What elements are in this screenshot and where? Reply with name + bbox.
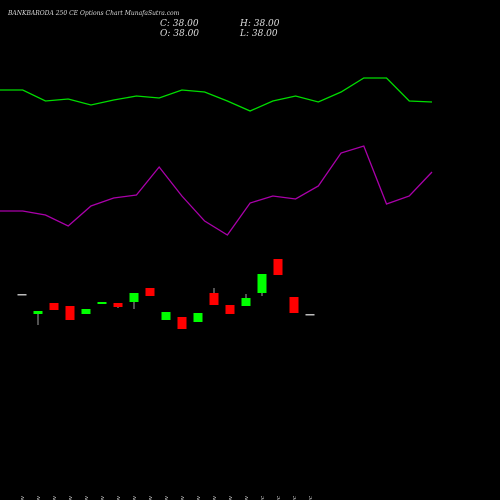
stat: O: 38.00 [160,29,199,39]
x-tick-label: 26 Nov [212,495,218,500]
x-tick-label: 11 Nov [36,495,42,500]
indicator-line [0,145,433,236]
indicator-line [0,77,433,112]
x-tick-label: 24 Nov [180,495,186,500]
chart-title: BANKBARODA 250 CE Options Chart MunafaSu… [7,10,180,17]
x-tick-label: 20 Nov [148,495,154,500]
x-tick-label: 25 Nov [196,495,202,500]
stat: H: 38.00 [239,19,280,29]
candle-body [97,302,107,304]
x-tick-label: 04 Dec [308,496,314,500]
candle-body [65,306,75,320]
candle-body [209,293,219,305]
x-tick-label: 14 Nov [84,495,90,500]
x-tick-label: 01 Dec [260,496,266,500]
candle-body [113,303,123,307]
x-tick-label: 02 Dec [276,496,282,500]
stat: L: 38.00 [239,29,278,39]
candle-body [129,293,139,302]
stat: C: 38.00 [160,19,199,29]
candle-body [305,314,315,316]
candle-body [17,294,27,296]
candle-body [289,297,299,313]
x-tick-label: 28 Nov [244,495,250,500]
x-tick-label: 19 Nov [132,495,138,500]
x-tick-label: 17 Nov [100,495,106,500]
candle-body [161,312,171,320]
candle-body [177,317,187,329]
x-tick-label: 18 Nov [116,495,122,500]
candle-body [241,298,251,306]
x-tick-label: 27 Nov [228,495,234,500]
x-tick-label: 13 Nov [68,495,74,500]
candle-body [273,259,283,275]
x-tick-label: 12 Nov [52,495,58,500]
x-tick-label: 21 Nov [164,495,170,500]
candle-body [145,288,155,296]
x-tick-label: 03 Dec [292,496,298,500]
candle-body [225,305,235,314]
candle-body [33,311,43,314]
candle-body [81,309,91,314]
candle-body [257,274,267,293]
candle-body [49,303,59,310]
x-tick-label: 03 Nov [20,495,26,500]
candle-body [193,313,203,322]
